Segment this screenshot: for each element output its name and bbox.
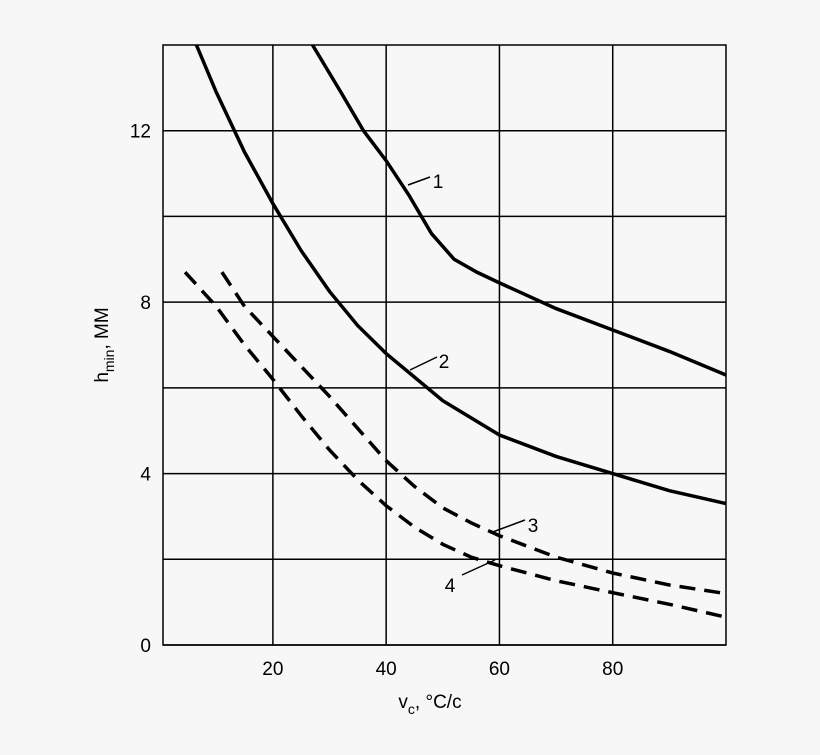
legend-label: 3 xyxy=(528,516,539,537)
x-tick-label: 80 xyxy=(602,659,623,680)
y-tick-label: 4 xyxy=(140,465,151,486)
line xyxy=(194,44,727,506)
y-tick-label: 12 xyxy=(130,122,151,143)
x-tick-label: 40 xyxy=(376,659,397,680)
x-tick-label: 20 xyxy=(262,659,283,680)
line xyxy=(311,44,727,377)
legend-label: 4 xyxy=(445,576,456,597)
legend-label: 1 xyxy=(433,172,444,193)
leader-line xyxy=(407,176,431,186)
x-axis-label: vc, °C/c xyxy=(398,692,461,717)
y-axis-label: hmin, MM xyxy=(92,307,117,382)
x-tick-label: 60 xyxy=(489,659,510,680)
line xyxy=(220,271,727,596)
leader-line xyxy=(461,559,496,576)
line xyxy=(183,270,727,619)
leader-line xyxy=(409,356,438,371)
legend-label: 2 xyxy=(439,352,450,373)
leader-line xyxy=(489,519,526,534)
plot-frame xyxy=(162,44,727,646)
y-tick-label: 8 xyxy=(140,293,151,314)
y-tick-label: 0 xyxy=(140,636,151,657)
